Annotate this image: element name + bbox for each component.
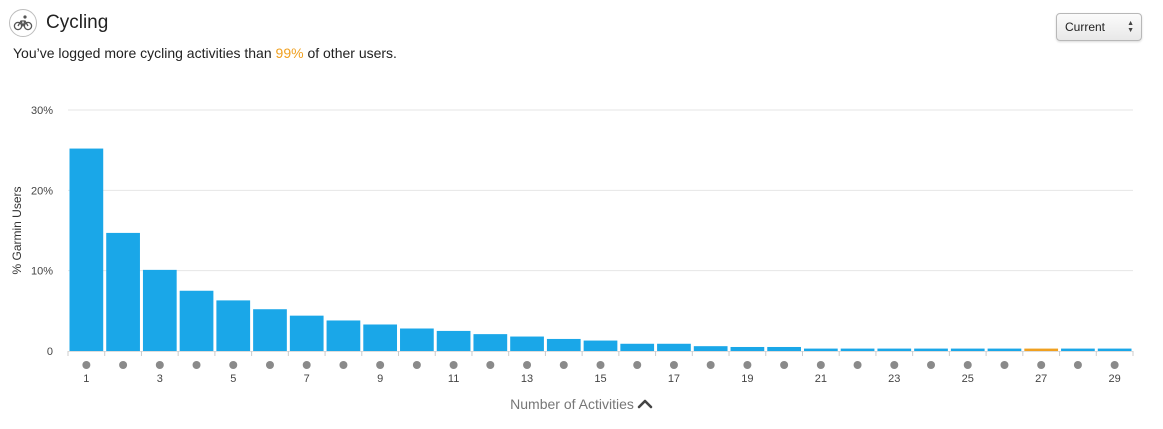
chevron-up-icon xyxy=(637,399,653,409)
bar-26 xyxy=(987,348,1022,351)
x-point-marker[interactable] xyxy=(523,361,532,369)
bar-11 xyxy=(436,330,471,351)
bar-10 xyxy=(400,328,434,351)
x-point-marker[interactable] xyxy=(302,361,311,369)
period-select-value: Current xyxy=(1065,20,1106,34)
x-point-marker[interactable] xyxy=(706,361,715,369)
bar-7 xyxy=(289,315,324,351)
x-tick-label: 5 xyxy=(230,373,236,385)
period-select[interactable]: Current ▲ ▼ xyxy=(1056,13,1142,41)
x-point-marker[interactable] xyxy=(669,361,678,369)
bar-13 xyxy=(510,336,544,351)
bar-15 xyxy=(583,340,618,351)
x-tick-label: 7 xyxy=(304,373,310,385)
x-tick-label: 9 xyxy=(377,373,383,385)
x-point-marker[interactable] xyxy=(265,361,274,369)
bar-20 xyxy=(767,346,801,351)
bar-4 xyxy=(179,290,214,351)
bar-18 xyxy=(693,346,728,351)
x-point-marker[interactable] xyxy=(1037,361,1046,369)
select-arrows-icon: ▲ ▼ xyxy=(1127,20,1134,34)
x-point-marker[interactable] xyxy=(192,361,201,369)
x-point-marker[interactable] xyxy=(559,361,568,369)
x-point-marker[interactable] xyxy=(853,361,862,369)
x-point-marker[interactable] xyxy=(816,361,825,369)
header: Cycling xyxy=(9,8,108,38)
bar-9 xyxy=(363,324,398,351)
bar-29 xyxy=(1097,348,1132,351)
x-point-marker[interactable] xyxy=(743,361,752,369)
bar-28 xyxy=(1061,348,1095,351)
x-axis-title[interactable]: Number of Activities xyxy=(0,396,1163,412)
bar-23 xyxy=(877,348,912,351)
x-tick-label: 25 xyxy=(962,373,974,385)
bar-21 xyxy=(803,348,838,351)
x-tick-label: 11 xyxy=(448,373,459,385)
x-point-marker[interactable] xyxy=(927,361,936,369)
x-axis-label: Number of Activities xyxy=(510,396,634,412)
y-tick-label: 10% xyxy=(31,266,53,278)
y-tick-label: 20% xyxy=(31,185,53,197)
bar-27 xyxy=(1024,348,1059,351)
x-point-marker[interactable] xyxy=(339,361,348,369)
x-point-marker[interactable] xyxy=(963,361,972,369)
x-tick-label: 27 xyxy=(1035,373,1047,385)
x-point-marker[interactable] xyxy=(82,361,91,369)
bar-3 xyxy=(142,269,177,351)
x-tick-label: 17 xyxy=(668,373,680,385)
x-point-marker[interactable] xyxy=(412,361,421,369)
page-title: Cycling xyxy=(46,12,109,33)
summary-prefix: You’ve logged more cycling activities th… xyxy=(13,45,276,61)
x-point-marker[interactable] xyxy=(229,361,238,369)
bar-1 xyxy=(69,148,104,351)
x-point-marker[interactable] xyxy=(376,361,385,369)
bar-5 xyxy=(216,300,251,351)
cycling-icon xyxy=(9,9,37,37)
bar-12 xyxy=(473,334,508,351)
x-point-marker[interactable] xyxy=(1110,361,1119,369)
x-point-marker[interactable] xyxy=(780,361,789,369)
x-tick-label: 23 xyxy=(888,373,900,385)
bar-25 xyxy=(950,348,985,351)
bar-19 xyxy=(730,346,765,351)
bar-8 xyxy=(326,320,361,351)
x-point-marker[interactable] xyxy=(449,361,458,369)
x-tick-label: 19 xyxy=(741,373,753,385)
bar-24 xyxy=(914,348,948,351)
y-tick-label: 30% xyxy=(31,105,53,117)
summary-suffix: of other users. xyxy=(303,45,397,61)
x-tick-label: 29 xyxy=(1109,373,1121,385)
bar-16 xyxy=(620,343,655,351)
x-point-marker[interactable] xyxy=(633,361,642,369)
x-point-marker[interactable] xyxy=(1000,361,1009,369)
x-point-marker[interactable] xyxy=(486,361,495,369)
x-tick-label: 15 xyxy=(594,373,606,385)
x-point-marker[interactable] xyxy=(890,361,899,369)
y-tick-label: 0 xyxy=(47,346,53,358)
x-tick-label: 3 xyxy=(157,373,163,385)
x-tick-label: 13 xyxy=(521,373,533,385)
bar-6 xyxy=(253,309,287,351)
x-point-marker[interactable] xyxy=(119,361,128,369)
y-axis-title: % Garmin Users xyxy=(10,186,24,274)
x-point-marker[interactable] xyxy=(1073,361,1082,369)
x-point-marker[interactable] xyxy=(596,361,605,369)
percentile-summary: You’ve logged more cycling activities th… xyxy=(13,45,397,61)
bar-14 xyxy=(546,338,581,351)
x-tick-label: 21 xyxy=(815,373,827,385)
x-tick-label: 1 xyxy=(83,373,89,385)
bar-2 xyxy=(106,232,140,351)
bar-22 xyxy=(840,348,875,351)
x-point-marker[interactable] xyxy=(155,361,164,369)
bar-17 xyxy=(657,343,691,351)
percentile-value: 99% xyxy=(275,45,304,61)
